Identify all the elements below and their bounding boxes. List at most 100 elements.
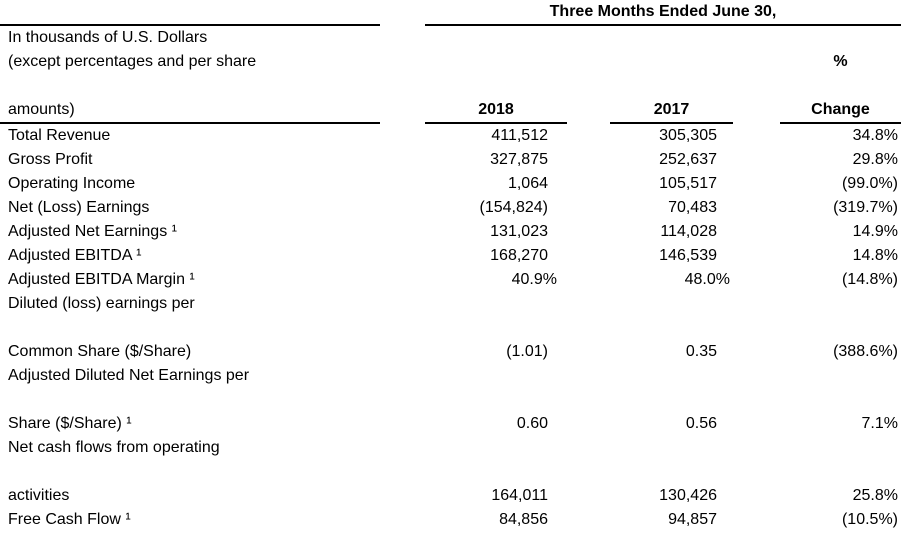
value-2018: 1,064 <box>507 175 548 192</box>
row-label: Diluted (loss) earnings per <box>8 295 195 312</box>
value-pct-change: (10.5%) <box>841 511 898 528</box>
row-label: activities <box>8 487 70 504</box>
value-2017 <box>610 292 733 316</box>
value-2017: 252,637 <box>659 151 717 168</box>
column-header-2018-label: 2018 <box>478 101 514 118</box>
row-label: Adjusted EBITDA Margin ¹ <box>8 271 195 288</box>
table-row: Adjusted EBITDA ¹ 168,270 146,539 14.8% <box>0 244 901 268</box>
value-2018: 0.60 <box>516 415 548 432</box>
row-label: Adjusted Net Earnings ¹ <box>8 223 177 240</box>
table-row: Net cash flows from operating <box>0 436 901 460</box>
value-2017: 114,028 <box>660 223 717 240</box>
table-row: Common Share ($/Share) (1.01) 0.35 (388.… <box>0 340 901 364</box>
column-header-2017-label: 2017 <box>653 101 690 118</box>
table-row-blank <box>0 316 901 340</box>
table-row: Adjusted Diluted Net Earnings per <box>0 364 901 388</box>
column-header-change-label: Change <box>811 101 870 118</box>
value-2017: 94,857 <box>668 511 717 528</box>
value-2018: (154,824) <box>479 199 549 216</box>
value-2018: 168,270 <box>490 247 548 264</box>
value-pct-change: 25.8% <box>852 487 898 504</box>
value-pct-change <box>780 436 901 460</box>
value-2017: 70,483 <box>668 199 717 216</box>
table-row: Operating Income 1,064 105,517 (99.0%) <box>0 172 901 196</box>
value-2018 <box>425 364 567 388</box>
value-2018: 411,512 <box>491 127 548 144</box>
unit-note-blank-line <box>0 74 380 98</box>
row-label: Share ($/Share) ¹ <box>8 415 132 432</box>
row-label: Gross Profit <box>8 151 93 168</box>
value-2017: 146,539 <box>659 247 717 264</box>
value-2018 <box>425 460 567 484</box>
table-body: Total Revenue 411,512 305,305 34.8% Gros… <box>0 124 901 532</box>
value-pct-change <box>780 388 901 412</box>
value-pct-change <box>780 316 901 340</box>
value-pct-change <box>780 364 901 388</box>
row-label: Adjusted EBITDA ¹ <box>8 247 142 264</box>
value-2017: 0.56 <box>685 415 717 432</box>
row-label: Net (Loss) Earnings <box>8 199 150 216</box>
value-pct-change <box>780 460 901 484</box>
unit-note: In thousands of U.S. Dollars (except per… <box>0 26 380 124</box>
unit-note-line1: In thousands of U.S. Dollars <box>8 29 208 46</box>
row-label <box>0 460 380 484</box>
value-2017 <box>610 388 733 412</box>
value-2017 <box>610 460 733 484</box>
value-2018: 84,856 <box>499 511 548 528</box>
value-2017: 130,426 <box>659 487 717 504</box>
value-2017: 305,305 <box>659 127 717 144</box>
value-pct-change: (319.7%) <box>833 199 898 216</box>
value-2018 <box>425 292 567 316</box>
row-label: Net cash flows from operating <box>8 439 220 456</box>
value-pct-change: 34.8% <box>852 127 898 144</box>
value-pct-change: 29.8% <box>852 151 898 168</box>
table-row-blank <box>0 460 901 484</box>
row-label <box>0 388 380 412</box>
column-header-2017: 2017 <box>610 26 733 124</box>
value-pct-change: 14.9% <box>852 223 898 240</box>
table-row: Free Cash Flow ¹ 84,856 94,857 (10.5%) <box>0 508 901 532</box>
value-2017 <box>610 316 733 340</box>
table-title-band: Three Months Ended June 30, <box>0 0 901 26</box>
period-title: Three Months Ended June 30, <box>425 0 901 26</box>
table-column-header-band: In thousands of U.S. Dollars (except per… <box>0 26 901 124</box>
table-row: Diluted (loss) earnings per <box>0 292 901 316</box>
value-pct-change: 14.8% <box>852 247 898 264</box>
column-header-2018: 2018 <box>425 26 567 124</box>
row-label: Adjusted Diluted Net Earnings per <box>8 367 250 384</box>
table-row: Gross Profit 327,875 252,637 29.8% <box>0 148 901 172</box>
row-label: Total Revenue <box>8 127 111 144</box>
value-pct-change: (388.6%) <box>833 343 898 360</box>
value-pct-change <box>780 292 901 316</box>
row-label <box>0 316 380 340</box>
value-2017 <box>610 436 733 460</box>
value-pct-change: 7.1% <box>861 415 898 432</box>
value-2018 <box>425 316 567 340</box>
unit-note-line2: (except percentages and per share <box>8 53 257 70</box>
table-row: Adjusted EBITDA Margin ¹ 40.9% 48.0% (14… <box>0 268 901 292</box>
value-pct-change: (14.8%) <box>841 271 898 288</box>
value-2017 <box>610 364 733 388</box>
value-2018 <box>425 436 567 460</box>
value-2018 <box>425 388 567 412</box>
value-2017: 105,517 <box>659 175 717 192</box>
value-2018: 40.9% <box>511 271 557 288</box>
left-top-rule <box>0 0 380 26</box>
column-header-change-spacer <box>780 74 901 98</box>
table-row: Total Revenue 411,512 305,305 34.8% <box>0 124 901 148</box>
value-2017: 48.0% <box>684 271 730 288</box>
row-label: Common Share ($/Share) <box>8 343 192 360</box>
table-row: Net (Loss) Earnings (154,824) 70,483 (31… <box>0 196 901 220</box>
column-header-change: % Change <box>780 26 901 124</box>
value-2018: (1.01) <box>506 343 548 360</box>
table-row: activities 164,011 130,426 25.8% <box>0 484 901 508</box>
row-label: Free Cash Flow ¹ <box>8 511 131 528</box>
value-pct-change: (99.0%) <box>841 175 898 192</box>
value-2018: 131,023 <box>490 223 548 240</box>
unit-note-line3: amounts) <box>8 101 75 118</box>
value-2018: 164,011 <box>491 487 548 504</box>
table-row: Adjusted Net Earnings ¹ 131,023 114,028 … <box>0 220 901 244</box>
table-row-blank <box>0 388 901 412</box>
column-header-percent-label: % <box>833 53 848 70</box>
